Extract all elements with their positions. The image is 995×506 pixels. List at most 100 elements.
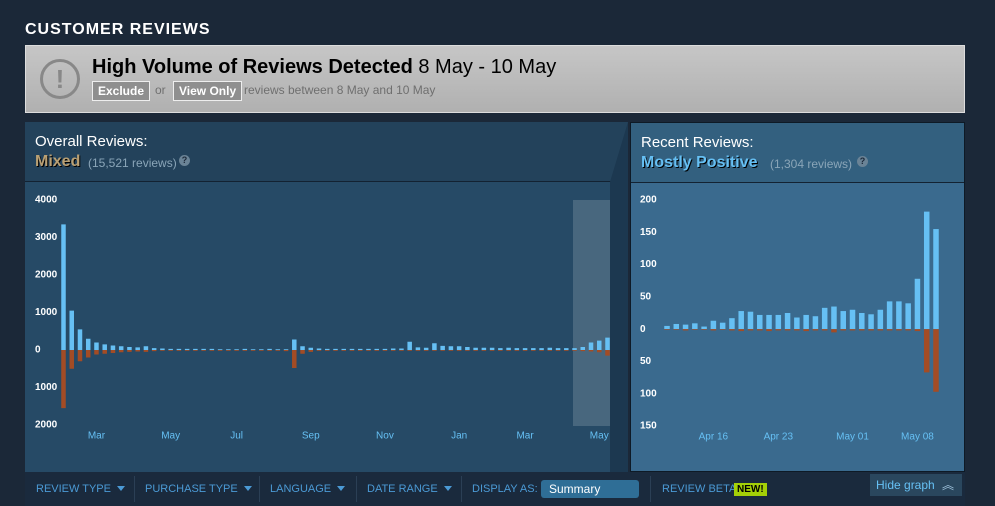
bar (176, 350, 182, 351)
y-tick-label: 4000 (35, 195, 58, 206)
banner-heading: High Volume of Reviews Detected 8 May - … (92, 56, 556, 79)
bar (531, 348, 536, 350)
bar (933, 229, 939, 330)
bar (831, 329, 837, 333)
bar (692, 323, 698, 330)
bar (766, 329, 772, 332)
separator (356, 476, 357, 502)
bar (102, 350, 107, 354)
bar (184, 350, 190, 351)
display-label: DISPLAY AS: (472, 483, 538, 495)
bar (489, 347, 495, 350)
bar (933, 329, 939, 392)
display-select[interactable]: Summary (541, 480, 639, 498)
bar (143, 350, 149, 352)
bar (572, 348, 577, 350)
exclude-button[interactable]: Exclude (92, 81, 151, 101)
bar (682, 324, 689, 330)
alert-banner: ! High Volume of Reviews Detected 8 May … (25, 45, 965, 113)
filter[interactable]: LANGUAGE (270, 483, 345, 495)
filter[interactable]: PURCHASE TYPE (145, 483, 252, 495)
bar (812, 316, 819, 330)
bar (407, 350, 412, 351)
x-tick-label: Jul (230, 431, 243, 442)
bar (448, 346, 454, 350)
bar (701, 329, 707, 330)
bar (564, 350, 569, 351)
bar (664, 325, 670, 330)
bar (234, 349, 239, 350)
y-tick-label: 50 (640, 356, 652, 367)
bar (193, 350, 198, 351)
bar (201, 348, 206, 350)
bar (118, 350, 124, 353)
bar (539, 348, 544, 350)
help-icon[interactable]: ? (857, 156, 868, 167)
x-tick-label: Jan (451, 431, 467, 442)
review-count: (15,521 reviews) (88, 156, 177, 170)
bar (682, 329, 689, 331)
bar (605, 350, 610, 356)
bar (719, 322, 726, 330)
bar (877, 329, 884, 331)
bar (432, 350, 437, 351)
bar (135, 347, 140, 350)
bar (886, 329, 893, 331)
bar (747, 311, 754, 330)
x-tick-label: Apr 16 (699, 432, 729, 443)
bar (110, 350, 116, 353)
bar (747, 329, 754, 331)
bar (151, 348, 157, 350)
bar (784, 313, 791, 330)
bar (275, 349, 281, 350)
filter[interactable]: REVIEW TYPE (36, 483, 125, 495)
bar (896, 301, 902, 330)
bar (877, 309, 884, 330)
review-beta[interactable]: REVIEW BETA (662, 483, 736, 495)
bar (118, 346, 124, 350)
bar (547, 347, 553, 350)
bar (283, 349, 289, 350)
bar (316, 350, 322, 351)
bar (209, 348, 215, 350)
bar (374, 350, 379, 351)
bar (415, 347, 421, 350)
y-tick-label: 2000 (35, 270, 58, 281)
filter-bar: REVIEW TYPE PURCHASE TYPE LANGUAGE DATE … (25, 472, 965, 506)
bar (539, 350, 544, 351)
bar (61, 224, 66, 350)
help-icon[interactable]: ? (179, 155, 190, 166)
bar (341, 350, 346, 351)
bar (85, 338, 91, 350)
bar (849, 309, 856, 330)
bar (506, 347, 511, 350)
view-only-button[interactable]: View Only (173, 81, 243, 101)
bar (701, 326, 707, 330)
bar (710, 329, 717, 331)
filter[interactable]: DATE RANGE (367, 483, 452, 495)
bar (555, 348, 561, 350)
bar (456, 350, 462, 351)
bar (803, 314, 809, 330)
bar (259, 350, 264, 351)
bar (498, 348, 503, 350)
separator (259, 476, 260, 502)
bar (69, 350, 74, 369)
bar (859, 329, 865, 331)
bar (831, 306, 837, 330)
bar (522, 348, 528, 350)
bar (423, 350, 429, 351)
bar (849, 329, 856, 331)
separator (650, 476, 651, 502)
bar (226, 349, 231, 350)
bar (514, 350, 520, 351)
bar (923, 211, 930, 330)
bar (868, 314, 874, 330)
bar (473, 350, 478, 351)
bar (374, 348, 379, 350)
y-tick-label: 50 (640, 291, 652, 302)
hide-graph-button[interactable]: Hide graph ︽ (870, 474, 962, 496)
bar (292, 350, 297, 368)
